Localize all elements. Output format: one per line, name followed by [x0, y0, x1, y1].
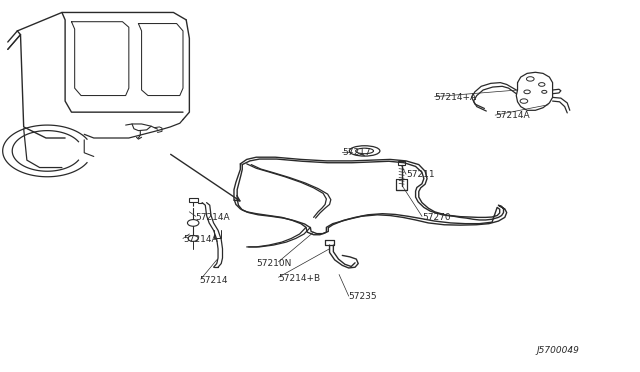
Text: 57235: 57235 [349, 292, 378, 301]
Text: 57210N: 57210N [256, 259, 292, 268]
Text: J5700049: J5700049 [537, 346, 580, 355]
Bar [397, 161, 405, 165]
Text: 57270: 57270 [422, 213, 451, 222]
Text: 57214A: 57214A [495, 111, 530, 121]
Text: 57214+B: 57214+B [278, 274, 321, 283]
Text: 57211: 57211 [406, 170, 435, 179]
Text: 57217: 57217 [342, 148, 371, 157]
Text: 57214: 57214 [199, 276, 227, 285]
Text: 57214A: 57214A [183, 235, 218, 244]
Text: 57214A: 57214A [196, 213, 230, 222]
Text: 57214+A: 57214+A [435, 93, 477, 102]
Bar [189, 198, 198, 202]
